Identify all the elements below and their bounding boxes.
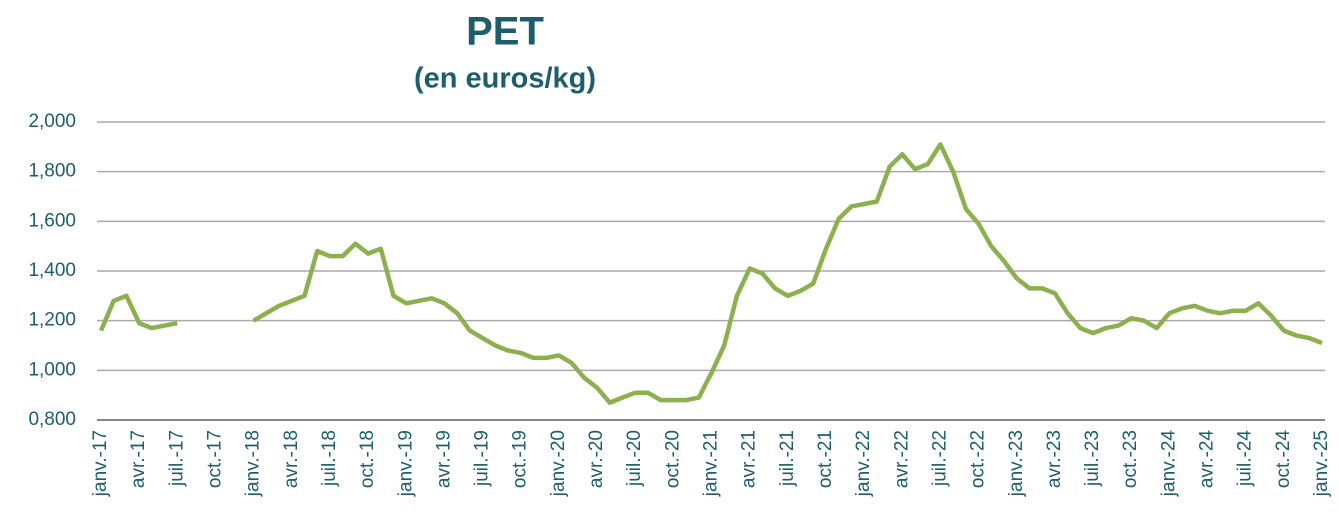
x-tick-label: oct.-24 <box>1273 430 1294 489</box>
data-line <box>98 142 1323 405</box>
x-tick-label: avr.-22 <box>891 430 912 488</box>
x-tick-label: oct.-23 <box>1120 430 1141 488</box>
x-tick-label: juil.-24 <box>1235 430 1256 487</box>
x-tick-label: janv.-24 <box>1158 430 1179 498</box>
x-tick-label: oct.-19 <box>510 430 531 488</box>
x-tick-label: oct.-18 <box>357 430 378 488</box>
x-tick-label: janv.-25 <box>1311 430 1332 497</box>
x-tick-label: avr.-19 <box>433 430 454 488</box>
x-tick-label: oct.-21 <box>815 430 836 488</box>
x-tick-label: avr.-18 <box>281 430 302 488</box>
x-tick-label: janv.-19 <box>395 430 416 497</box>
x-tick-label: juil.-22 <box>929 430 950 487</box>
x-tick-label: juil.-19 <box>472 430 493 487</box>
x-tick-label: juil.-23 <box>1082 430 1103 487</box>
y-tick-label: 0,800 <box>28 409 76 430</box>
x-tick-label: janv.-21 <box>701 430 722 497</box>
y-tick-label: 1,000 <box>28 359 76 380</box>
x-tick-label: avr.-20 <box>586 430 607 488</box>
y-tick-label: 1,800 <box>28 161 76 182</box>
x-tick-label: avr.-17 <box>128 430 149 488</box>
x-tick-label: janv.-18 <box>243 430 264 497</box>
x-tick-label: avr.-21 <box>739 430 760 488</box>
x-tick-label: juil.-20 <box>624 430 645 487</box>
chart-subtitle: (en euros/kg) <box>414 63 596 95</box>
x-tick-label: juil.-21 <box>777 430 798 487</box>
x-tick-label: juil.-17 <box>166 430 187 487</box>
y-tick-label: 1,400 <box>28 260 76 281</box>
y-tick-label: 1,200 <box>28 310 76 331</box>
x-tick-label: oct.-22 <box>968 430 989 488</box>
x-tick-label: avr.-24 <box>1197 430 1218 489</box>
x-tick-label: juil.-18 <box>319 430 340 487</box>
x-tick-label: oct.-20 <box>662 430 683 488</box>
y-tick-label: 2,000 <box>28 111 76 132</box>
x-tick-label: janv.-17 <box>90 430 111 497</box>
x-tick-label: oct.-17 <box>204 430 225 488</box>
x-tick-label: janv.-20 <box>548 430 569 497</box>
x-tick-label: avr.-23 <box>1044 430 1065 488</box>
x-tick-label: janv.-22 <box>853 430 874 497</box>
x-tick-label: janv.-23 <box>1006 430 1027 497</box>
chart-title: PET <box>466 10 544 54</box>
y-tick-label: 1,600 <box>28 210 76 231</box>
